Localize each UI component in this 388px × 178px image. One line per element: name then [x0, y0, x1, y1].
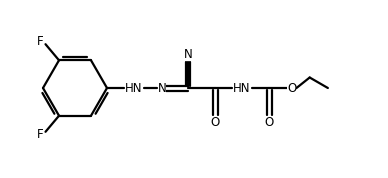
Text: O: O	[287, 82, 296, 95]
Text: HN: HN	[125, 82, 143, 95]
Text: O: O	[210, 116, 220, 129]
Text: HN: HN	[233, 82, 251, 95]
Text: O: O	[264, 116, 274, 129]
Text: F: F	[37, 35, 44, 48]
Text: F: F	[37, 128, 44, 141]
Text: N: N	[158, 82, 166, 95]
Text: N: N	[184, 48, 192, 61]
